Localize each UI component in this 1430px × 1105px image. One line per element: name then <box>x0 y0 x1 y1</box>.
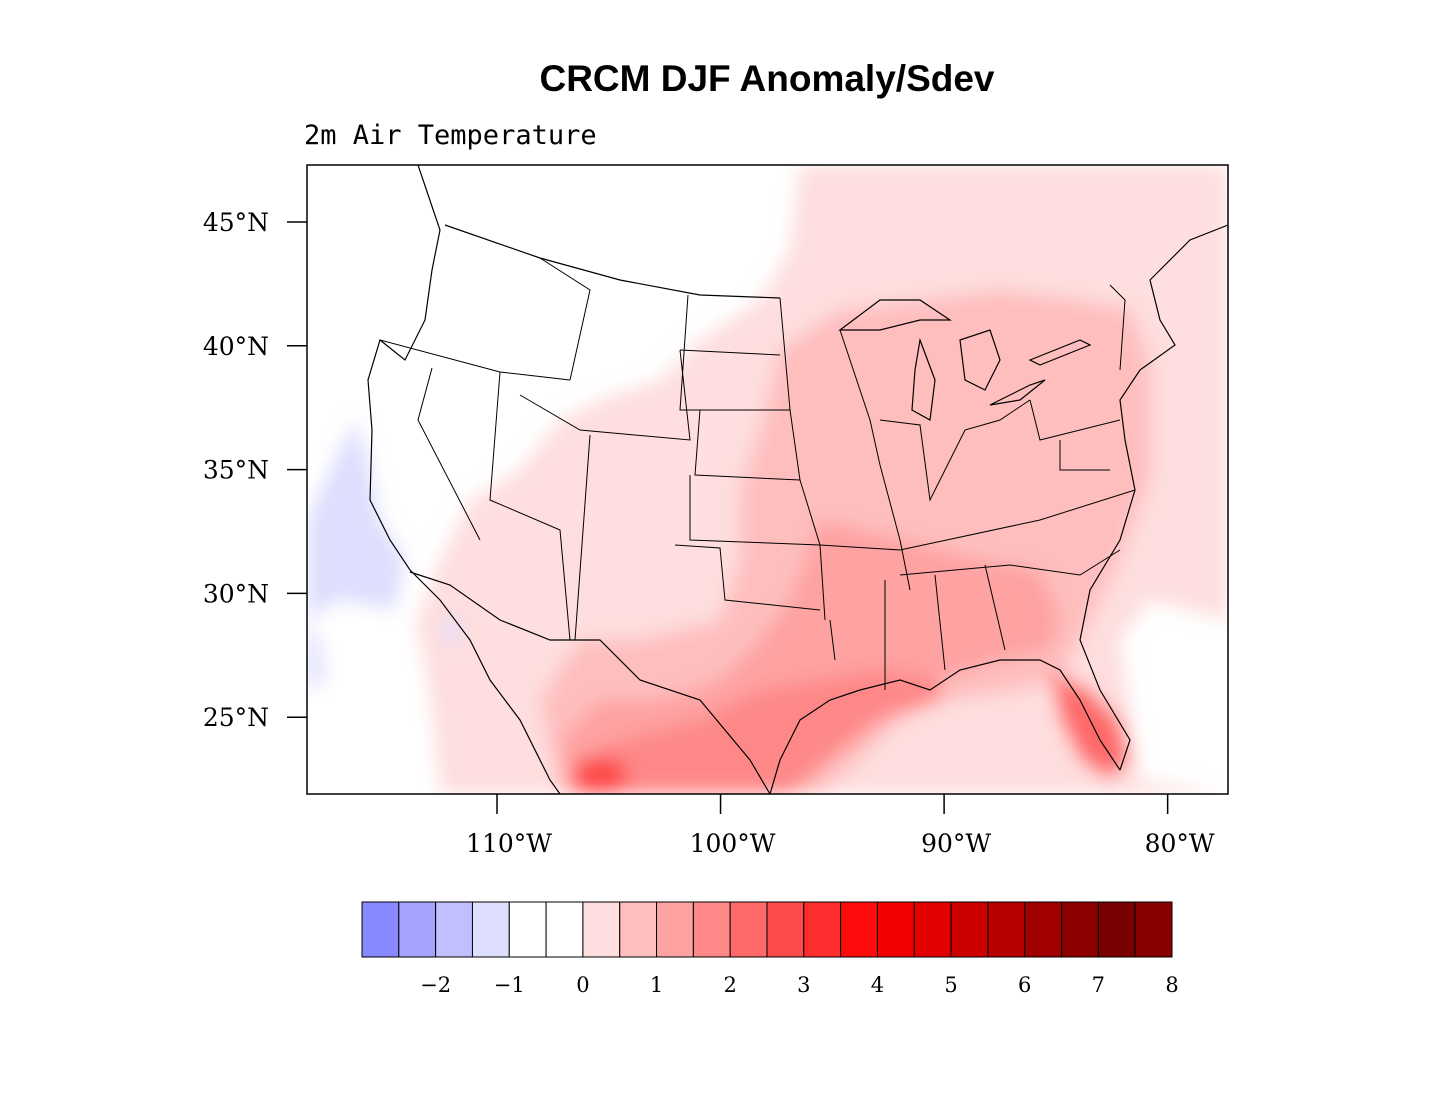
colorbar-swatch <box>803 901 842 958</box>
lat-tick-label: 30°N <box>203 579 269 608</box>
lat-tick-label: 35°N <box>203 456 269 485</box>
anomaly-region-negative <box>307 420 405 620</box>
colorbar-swatch <box>1061 901 1099 958</box>
colorbar-swatch <box>545 901 584 958</box>
lat-tick-label: 45°N <box>203 208 269 237</box>
colorbar-swatch <box>840 901 878 958</box>
colorbar-label: 0 <box>576 973 589 997</box>
colorbar-swatch <box>1134 901 1173 958</box>
colorbar-swatch <box>876 901 915 958</box>
colorbar-swatch <box>987 901 1026 958</box>
colorbar-swatch <box>1024 901 1063 958</box>
colorbar-label: −1 <box>494 973 525 997</box>
colorbar-swatch <box>913 901 952 958</box>
colorbar-label: 4 <box>871 973 884 997</box>
variable-label: 2m Air Temperature <box>304 120 597 151</box>
coastlines-and-borders <box>367 165 1228 794</box>
map-frame <box>306 164 1229 795</box>
colorbar-swatch <box>656 901 694 958</box>
colorbar: −2 −1 0 1 2 3 4 5 6 7 8 <box>361 901 1179 997</box>
colorbar-label: 1 <box>650 973 663 997</box>
map-title: CRCM DJF Anomaly/Sdev <box>539 58 995 99</box>
colorbar-swatch <box>471 901 510 958</box>
colorbar-label: 6 <box>1018 973 1031 997</box>
colorbar-label: −2 <box>420 973 451 997</box>
colorbar-swatch <box>582 901 621 958</box>
lon-tick-label: 100°W <box>690 829 776 858</box>
colorbar-swatch <box>1097 901 1136 958</box>
colorbar-label: 7 <box>1092 973 1105 997</box>
colorbar-label: 3 <box>797 973 810 997</box>
colorbar-swatch <box>950 901 989 958</box>
colorbar-swatch <box>692 901 731 958</box>
lat-tick-label: 25°N <box>203 703 269 732</box>
lon-tick-label: 110°W <box>466 829 552 858</box>
lon-tick-label: 80°W <box>1145 829 1215 858</box>
latitude-axis: 45°N 40°N 35°N 30°N 25°N <box>203 208 307 732</box>
colorbar-swatch <box>729 901 768 958</box>
colorbar-swatch <box>619 901 658 958</box>
colorbar-swatch <box>361 901 400 958</box>
colorbar-label: 8 <box>1165 973 1178 997</box>
colorbar-swatch <box>398 901 437 958</box>
colorbar-swatch <box>435 901 473 958</box>
anomaly-field <box>307 165 1228 794</box>
lat-tick-label: 40°N <box>203 332 269 361</box>
colorbar-swatch <box>508 901 547 958</box>
colorbar-label: 2 <box>723 973 736 997</box>
colorbar-label: 5 <box>944 973 957 997</box>
lon-tick-label: 90°W <box>921 829 991 858</box>
colorbar-swatch <box>766 901 805 958</box>
longitude-axis: 110°W 100°W 90°W 80°W <box>466 794 1215 858</box>
